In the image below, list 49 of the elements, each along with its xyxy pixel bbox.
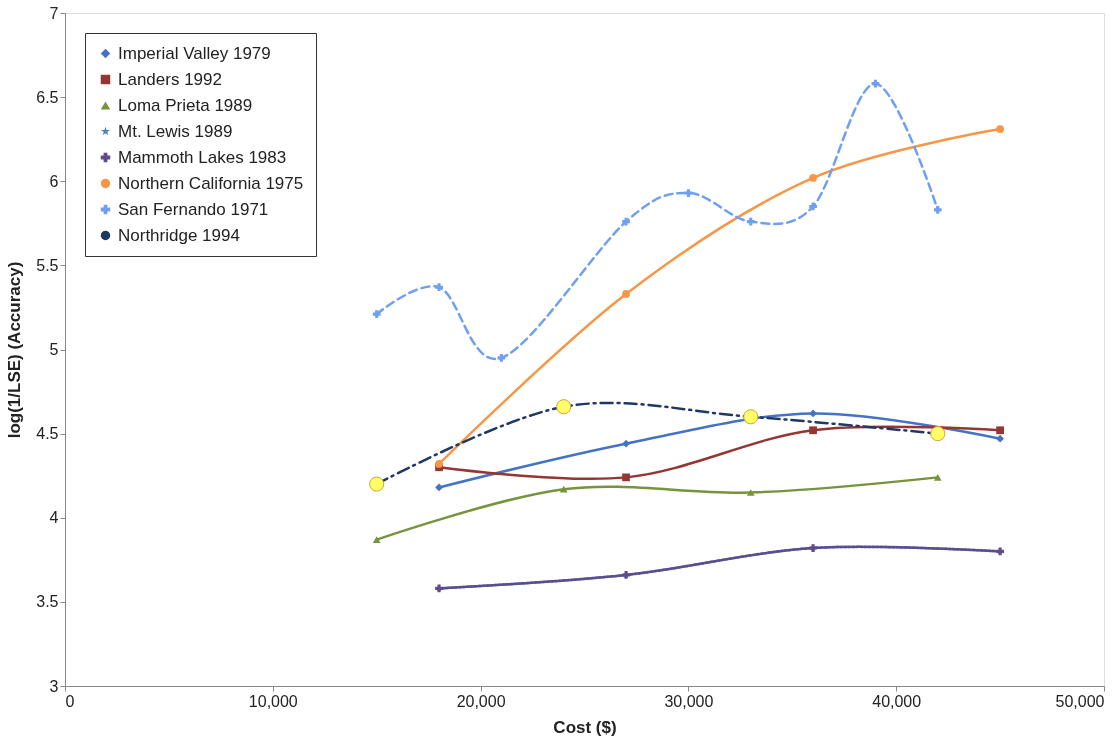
point <box>809 174 817 182</box>
x-tick-label: 40,000 <box>872 692 922 710</box>
y-tick-label: 5 <box>49 341 59 358</box>
point <box>622 217 630 226</box>
legend-label: Mt. Lewis 1989 <box>118 121 233 141</box>
point <box>746 489 755 496</box>
legend-label: Northridge 1994 <box>118 225 240 245</box>
y-tick-label: 5.5 <box>36 256 59 274</box>
point <box>435 460 443 468</box>
point <box>809 426 817 435</box>
y-tick-label: 3 <box>49 677 59 695</box>
legend-label: Imperial Valley 1979 <box>118 43 271 63</box>
y-tick-label: 7 <box>49 4 59 22</box>
x-tick-label: 50,000 <box>1055 692 1105 710</box>
point <box>559 485 568 493</box>
legend-label: Loma Prieta 1989 <box>118 95 253 115</box>
x-tick-label: 20,000 <box>456 692 506 710</box>
legend-label: Northern California 1975 <box>118 173 304 193</box>
point <box>933 474 942 481</box>
legend-label: San Fernando 1971 <box>118 199 269 219</box>
point <box>372 310 381 319</box>
y-tick-label: 6.5 <box>36 88 59 106</box>
legend-label: Landers 1992 <box>118 69 222 89</box>
point <box>684 189 693 197</box>
x-tick-label: 10,000 <box>248 692 298 710</box>
point <box>435 283 443 292</box>
point <box>435 483 443 492</box>
y-axis-title: log(1/LSE) (Accuracy) <box>5 261 25 439</box>
point <box>996 125 1004 133</box>
point <box>996 434 1004 443</box>
point <box>622 439 630 448</box>
x-tick-label: 0 <box>65 692 75 710</box>
y-tick-label: 6 <box>49 172 59 190</box>
point <box>372 536 381 543</box>
x-tick-label: 30,000 <box>664 692 714 710</box>
y-tick-label: 4 <box>49 509 59 527</box>
point <box>996 426 1004 435</box>
point <box>933 205 942 214</box>
point <box>809 202 817 211</box>
x-axis-title: Cost ($) <box>553 717 617 737</box>
y-tick-label: 4.5 <box>36 425 59 443</box>
point <box>497 354 506 362</box>
y-tick-label: 3.5 <box>36 593 59 611</box>
point <box>622 473 630 482</box>
point <box>622 290 630 298</box>
point <box>871 79 880 88</box>
point <box>746 217 755 226</box>
point <box>809 409 817 418</box>
legend-label: Mammoth Lakes 1983 <box>118 147 287 167</box>
